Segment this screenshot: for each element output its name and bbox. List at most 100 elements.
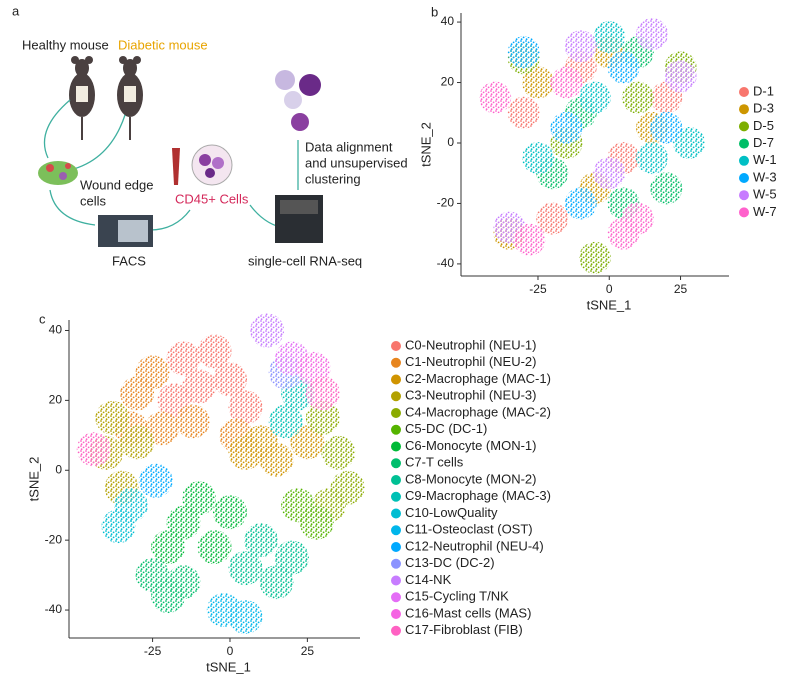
legend-swatch bbox=[391, 475, 401, 485]
legend-swatch bbox=[391, 391, 401, 402]
cell-cloud bbox=[299, 505, 334, 540]
legend-label: C4-Macrophage (MAC-2) bbox=[405, 404, 551, 419]
cell-cloud bbox=[650, 111, 683, 144]
legend-swatch bbox=[739, 207, 749, 218]
x-tick-label: 0 bbox=[227, 644, 234, 658]
cell-cloud bbox=[305, 376, 340, 411]
cell-cloud bbox=[166, 505, 201, 540]
legend-label: D-5 bbox=[753, 118, 774, 133]
cell-cloud bbox=[135, 355, 170, 390]
cell-cloud bbox=[673, 126, 706, 159]
cell-cloud bbox=[305, 400, 340, 435]
cell-cloud bbox=[243, 523, 278, 558]
legend-label: C3-Neutrophil (NEU-3) bbox=[405, 388, 536, 403]
legend-swatch bbox=[391, 424, 401, 435]
y-tick-label: 0 bbox=[55, 462, 62, 476]
x-axis-label: tSNE_1 bbox=[587, 297, 632, 312]
cell-cloud bbox=[607, 51, 640, 84]
cell-cloud bbox=[579, 81, 611, 114]
legend-swatch bbox=[391, 575, 401, 586]
cell-cloud bbox=[664, 60, 697, 93]
y-tick-label: -40 bbox=[45, 602, 63, 616]
cell-cloud bbox=[76, 432, 111, 467]
cell-cloud bbox=[166, 565, 201, 600]
legend-label: C7-T cells bbox=[405, 455, 464, 470]
healthy-label: Healthy mouse bbox=[22, 37, 109, 52]
legend-label: C16-Mast cells (MAS) bbox=[405, 605, 531, 620]
legend-swatch bbox=[739, 190, 749, 201]
cell-cloud bbox=[175, 404, 210, 439]
cell-cloud bbox=[182, 369, 217, 404]
y-tick-label: 20 bbox=[49, 393, 63, 407]
legend-swatch bbox=[739, 87, 749, 97]
legend-swatch bbox=[391, 441, 401, 452]
wound-label: Wound edge bbox=[80, 177, 154, 192]
wound-label: cells bbox=[80, 193, 107, 208]
cells-icon bbox=[38, 161, 78, 185]
legend-swatch bbox=[391, 542, 401, 552]
legend-swatch bbox=[739, 173, 749, 183]
cell-cloud bbox=[321, 435, 356, 470]
cd45-icon bbox=[172, 144, 233, 186]
cell-cloud bbox=[274, 540, 309, 575]
legend-label: C10-LowQuality bbox=[405, 505, 498, 520]
y-tick-label: 40 bbox=[49, 323, 63, 337]
legend-swatch bbox=[391, 558, 401, 569]
legend-swatch bbox=[391, 408, 401, 418]
legend-swatch bbox=[391, 374, 401, 385]
legend-swatch bbox=[739, 121, 749, 132]
y-tick-label: 0 bbox=[447, 135, 454, 149]
cell-cloud bbox=[166, 341, 201, 376]
legend-label: D-7 bbox=[753, 135, 774, 150]
legend-swatch bbox=[739, 104, 749, 115]
seq-label: single-cell RNA-seq bbox=[248, 253, 362, 268]
x-axis-label: tSNE_1 bbox=[206, 659, 251, 674]
x-tick-label: 25 bbox=[301, 644, 315, 658]
cell-cloud bbox=[101, 509, 136, 544]
legend-swatch bbox=[739, 138, 749, 149]
facs-label: FACS bbox=[112, 253, 146, 268]
legend-swatch bbox=[391, 458, 401, 469]
legend-swatch bbox=[391, 525, 401, 536]
cell-cloud bbox=[259, 565, 294, 600]
cell-cloud bbox=[564, 187, 597, 220]
cell-cloud bbox=[650, 172, 683, 205]
legend-label: C17-Fibroblast (FIB) bbox=[405, 622, 523, 637]
cell-cloud bbox=[95, 400, 130, 435]
cell-cloud bbox=[268, 404, 303, 439]
legend-label: C9-Macrophage (MAC-3) bbox=[405, 488, 551, 503]
cell-cloud bbox=[250, 313, 285, 348]
cell-cloud bbox=[636, 18, 669, 51]
cell-cloud bbox=[212, 495, 247, 530]
panel-label: a bbox=[12, 3, 20, 18]
legend-label: W-7 bbox=[753, 204, 777, 219]
legend-label: C11-Osteoclast (OST) bbox=[405, 522, 533, 537]
cell-cloud bbox=[144, 411, 179, 446]
legend-swatch bbox=[391, 341, 401, 351]
legend-label: C1-Neutrophil (NEU-2) bbox=[405, 354, 536, 369]
panel-label: c bbox=[39, 311, 46, 326]
facs-icon bbox=[98, 215, 153, 247]
legend-label: W-3 bbox=[753, 169, 777, 184]
legend-label: C14-NK bbox=[405, 572, 452, 587]
legend-swatch bbox=[391, 508, 401, 519]
cell-cloud bbox=[182, 481, 217, 516]
cell-cloud bbox=[479, 81, 512, 114]
legend-label: C6-Monocyte (MON-1) bbox=[405, 438, 536, 453]
cell-cloud bbox=[521, 142, 554, 175]
cell-cloud bbox=[197, 334, 232, 369]
cell-cloud bbox=[243, 425, 278, 460]
cell-cloud bbox=[290, 425, 325, 460]
cell-cloud bbox=[579, 241, 611, 274]
legend-swatch bbox=[739, 155, 749, 166]
legend-swatch bbox=[391, 357, 401, 368]
panel-label: b bbox=[431, 4, 438, 19]
x-tick-label: -25 bbox=[144, 644, 162, 658]
y-axis-label: tSNE_2 bbox=[26, 457, 41, 502]
cell-cloud bbox=[536, 202, 569, 235]
cell-cloud bbox=[593, 157, 626, 190]
legend-label: C0-Neutrophil (NEU-1) bbox=[405, 337, 536, 352]
align-label: clustering bbox=[305, 171, 361, 186]
legend-swatch bbox=[391, 625, 401, 636]
